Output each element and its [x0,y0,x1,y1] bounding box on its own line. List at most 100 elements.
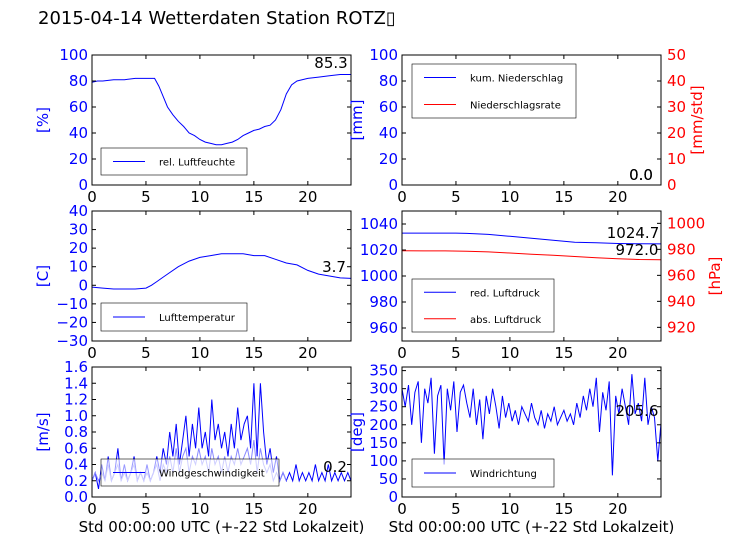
y-tick-label: 150 [369,434,398,452]
y-tick-label: 60 [69,98,88,116]
y-tick-label: 80 [69,72,88,90]
legend-label: Windrichtung [470,469,537,480]
y-tick-label: 100 [369,46,398,64]
y-tick-label: 40 [69,202,88,220]
y-right-tick-label: 30 [667,98,686,116]
y-tick-label: 80 [379,72,398,90]
y-tick-label: 0.0 [64,488,88,506]
legend-box [411,63,577,119]
x-tick-label: 5 [141,344,151,362]
y-axis-label-right: [mm/std] [688,85,706,154]
y-tick-label: 0 [388,488,398,506]
legend-label: rel. Luftfeuchte [159,158,235,169]
y-tick-label: 980 [369,293,398,311]
y-axis-label: [mm] [348,100,366,141]
legend-label: Windgeschwindigkeit [159,469,265,480]
x-tick-label: 10 [190,188,209,206]
y-right-tick-label: 960 [667,266,696,284]
chart-panel-wind: 0 5 10 15 200.00.20.40.60.81.01.21.41.6[m/s]… [34,358,364,536]
x-tick-label: 15 [244,188,263,206]
x-tick-label: 0 [397,344,407,362]
y-tick-label: 30 [69,221,88,239]
axes-frame-winddir [401,366,662,498]
chart-panel-humidity: 0 5 10 15 20 0 20 40 60 80 100 [%] rel. Luftfeuchte 8… [34,46,352,206]
y-tick-label: 100 [59,46,88,64]
x-tick-label: 15 [554,500,573,518]
y-tick-label: −10 [56,295,88,313]
x-tick-label: 5 [451,500,461,518]
current-value-label: 85.3 [314,54,347,72]
y-axis-label: [%] [34,107,52,133]
x-axis-label: Std 00:00:00 UTC (+-22 Std Lokalzeit) [389,518,675,536]
figure-title: 2015-04-14 Wetterdaten Station ROTZ▯ [38,8,396,29]
y-axis-label: [deg] [348,412,366,452]
y-right-tick-label: 50 [667,46,686,64]
current-value-label: 1024.7 [607,224,660,242]
chart-panel-temperature: 0 5 10 15 20−30−20−10010203040[C]Lufttempera… [34,202,352,362]
chart-panel-pressure: 0 5 10 15 20 960 980 1000 1020 1040 920 940 960 980 10… [360,210,724,362]
y-axis-label: [C] [34,265,52,287]
y-tick-label: 1.6 [64,358,88,376]
y-right-tick-label: 920 [667,318,696,336]
legend-label: kum. Niederschlag [470,74,563,85]
y-right-tick-label: 10 [667,150,686,168]
y-tick-label: 0.2 [64,472,88,490]
y-tick-label: 1040 [360,215,398,233]
x-tick-label: 20 [298,500,317,518]
y-tick-label: 20 [69,150,88,168]
legend-label: abs. Luftdruck [470,315,541,326]
y-tick-label: 0.4 [64,456,88,474]
axes-frame-precip [401,54,662,186]
series-line-pressure-0 [402,232,662,245]
y-axis-label-right: [hPa] [706,257,724,296]
y-tick-label: 0 [78,176,88,194]
y-tick-label: 1000 [360,267,398,285]
x-tick-label: 10 [500,344,519,362]
x-tick-label: 20 [608,500,627,518]
legend-label: Lufttemperatur [159,313,236,324]
x-tick-label: 10 [500,188,519,206]
x-tick-label: 20 [608,344,627,362]
legend-label: red. Luftdruck [470,288,540,299]
y-right-tick-label: 0 [667,176,677,194]
x-axis-label: Std 00:00:00 UTC (+-22 Std Lokalzeit) [79,518,365,536]
x-tick-label: 0 [87,188,97,206]
y-tick-label: 200 [369,416,398,434]
y-tick-label: 100 [369,452,398,470]
current-value-label: 3.7 [322,258,346,276]
y-axis-label: [m/s] [34,412,52,451]
y-tick-label: 350 [369,362,398,380]
y-tick-label: 10 [69,258,88,276]
x-tick-label: 20 [298,188,317,206]
x-tick-label: 0 [397,188,407,206]
legend-label: Niederschlagsrate [470,101,561,112]
y-tick-label: 0.8 [64,423,88,441]
y-tick-label: 0 [388,176,398,194]
y-right-tick-label: 1000 [667,214,705,232]
legend-box [100,458,280,487]
current-value-label: 205.6 [616,402,659,420]
y-tick-label: 1.0 [64,407,88,425]
y-tick-label: 40 [379,124,398,142]
x-tick-label: 15 [554,344,573,362]
y-tick-label: −30 [56,332,88,350]
x-tick-label: 5 [451,188,461,206]
series-line-humidity-0 [91,74,351,146]
y-tick-label: 50 [379,470,398,488]
y-tick-label: 0.6 [64,439,88,457]
x-tick-label: 10 [190,500,209,518]
y-tick-label: 1.4 [64,374,88,392]
y-tick-label: −20 [56,313,88,331]
x-tick-label: 20 [608,188,627,206]
y-tick-label: 0 [78,276,88,294]
x-tick-label: 0 [87,344,97,362]
legend-box [411,278,555,333]
y-right-tick-label: 940 [667,292,696,310]
x-tick-label: 15 [244,500,263,518]
x-tick-label: 5 [141,188,151,206]
axes-frame-humidity [91,54,352,186]
series-line-pressure-1 [401,250,662,261]
y-tick-label: 20 [69,239,88,257]
x-tick-label: 15 [244,344,263,362]
y-tick-label: 20 [379,150,398,168]
